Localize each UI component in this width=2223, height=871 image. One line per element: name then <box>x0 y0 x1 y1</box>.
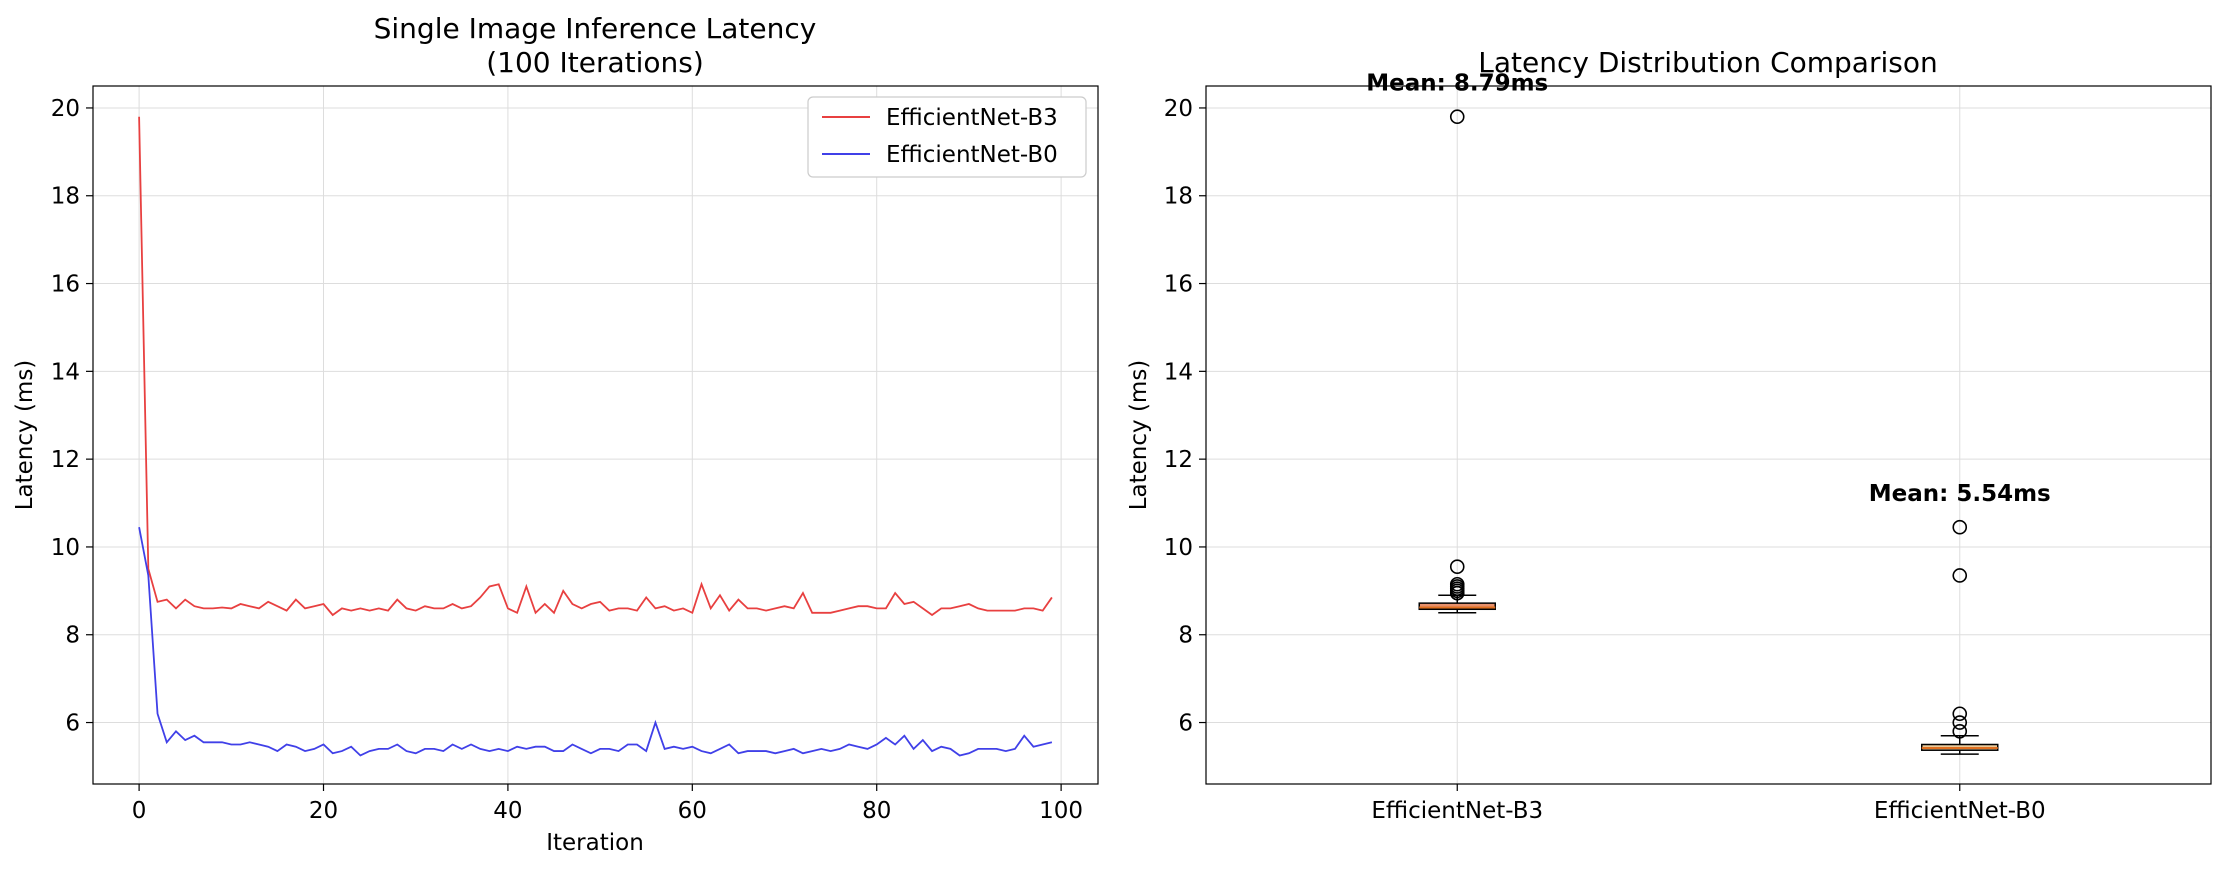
x-tick-label: 0 <box>132 798 147 824</box>
outlier-point <box>1449 585 1465 601</box>
y-tick-label: 18 <box>51 184 80 210</box>
y-tick-label: 8 <box>1178 623 1193 649</box>
line-chart-series <box>138 116 1053 757</box>
y-tick-label: 16 <box>1164 272 1193 298</box>
x-tick-label: EfficientNet-B3 <box>1371 798 1543 824</box>
y-tick-label: 16 <box>51 272 80 298</box>
outlier-point <box>1952 519 1968 535</box>
legend-box <box>807 96 1087 178</box>
box-chart-grid <box>1206 86 2211 784</box>
line-chart-title-line-2: (100 Iterations) <box>486 46 704 79</box>
y-tick-label: 18 <box>1164 184 1193 210</box>
box-chart-title: Latency Distribution Comparison <box>1478 46 1937 79</box>
x-tick-label: 100 <box>1039 798 1083 824</box>
y-tick-label: 6 <box>65 711 80 737</box>
box-chart-ticks: EfficientNet-B3 EfficientNet-B0 6 8 10 12 14 16… <box>1164 96 2046 824</box>
line-chart-y-axis-label: Latency (ms) <box>12 360 38 511</box>
line-chart-x-axis-label: Iteration <box>546 830 644 856</box>
y-tick-label: 20 <box>51 96 80 122</box>
y-tick-label: 12 <box>1164 447 1193 473</box>
line-chart-title-line-1: Single Image Inference Latency <box>374 12 817 45</box>
y-tick-label: 8 <box>65 623 80 649</box>
y-tick-label: 6 <box>1178 711 1193 737</box>
y-tick-label: 10 <box>51 535 80 561</box>
series-line-efficientnet-b3 <box>138 116 1053 617</box>
line-chart-ticks: 0 20 40 60 80 100 6 8 10 12 14 16 18 20 <box>51 96 1083 824</box>
box-chart-boxes: Mean: 8.79ms Mean: 5.54ms <box>1366 71 2051 755</box>
outlier-point <box>1952 706 1968 722</box>
x-tick-label: 20 <box>309 798 338 824</box>
outlier-point <box>1449 559 1465 574</box>
x-tick-label: 80 <box>862 798 891 824</box>
box-efficientnet-b0: Mean: 5.54ms <box>1869 481 2051 755</box>
series-line-efficientnet-b0 <box>138 527 1053 757</box>
outlier-point <box>1449 109 1465 125</box>
x-tick-label: 60 <box>678 798 707 824</box>
line-chart-legend: EfficientNet-B3 EfficientNet-B0 <box>807 96 1087 178</box>
outlier-point <box>1952 715 1968 730</box>
legend-label-efficientnet-b0: EfficientNet-B0 <box>886 142 1058 168</box>
y-tick-label: 14 <box>51 359 80 385</box>
line-chart-plot-frame <box>92 85 1099 785</box>
y-tick-label: 14 <box>1164 359 1193 385</box>
mean-label: Mean: 8.79ms <box>1366 71 1548 97</box>
x-tick-label: EfficientNet-B0 <box>1874 798 2046 824</box>
y-tick-label: 12 <box>51 447 80 473</box>
legend-label-efficientnet-b3: EfficientNet-B3 <box>886 105 1058 131</box>
box-efficientnet-b3: Mean: 8.79ms <box>1366 71 1548 614</box>
outlier-point <box>1952 724 1968 739</box>
y-tick-label: 20 <box>1164 96 1193 122</box>
y-tick-label: 10 <box>1164 535 1193 561</box>
iqr-box <box>1418 602 1496 611</box>
mean-label: Mean: 5.54ms <box>1869 481 2051 507</box>
outlier-point <box>1952 568 1968 583</box>
box-chart-plot-frame <box>1205 85 2212 785</box>
box-chart-y-axis-label: Latency (ms) <box>1126 360 1152 511</box>
x-tick-label: 40 <box>493 798 522 824</box>
line-chart-panel: 0 20 40 60 80 100 6 8 10 12 14 16 18 20 Single Image … <box>12 12 1099 856</box>
box-chart-panel: Mean: 8.79ms Mean: 5.54ms EfficientNet-B3… <box>1126 46 2212 824</box>
